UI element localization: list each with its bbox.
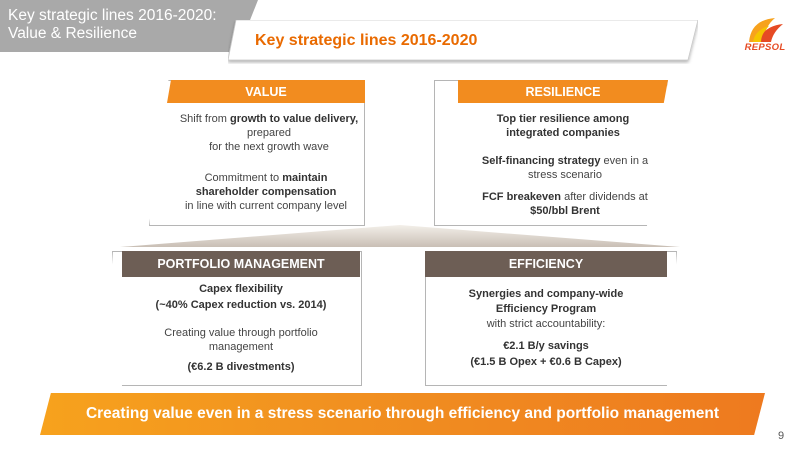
efficiency-line-5: (€1.5 B Opex + €0.6 B Capex) <box>470 356 622 368</box>
banner-title: Key strategic lines 2016-2020 <box>255 32 478 49</box>
resilience-header: RESILIENCE <box>458 80 668 103</box>
resilience-text-2: Self-financing strategy even in a stress… <box>481 155 649 181</box>
pivot-shape <box>120 225 680 247</box>
logo-wordmark: REPSOL <box>744 42 786 53</box>
portfolio-line-4: management <box>208 341 274 353</box>
portfolio-line-5: (€6.2 B divestments) <box>187 361 295 373</box>
conclusion-banner: Creating value even in a stress scenario… <box>40 393 765 435</box>
efficiency-line-4: €2.1 B/y savings <box>503 340 589 352</box>
repsol-logo-icon <box>735 12 795 58</box>
value-header: VALUE <box>167 80 365 103</box>
portfolio-header: PORTFOLIO MANAGEMENT <box>122 251 360 277</box>
efficiency-header: EFFICIENCY <box>425 251 667 277</box>
value-text-1: Shift from growth to value delivery, pre… <box>179 113 359 153</box>
portfolio-line-2: (~40% Capex reduction vs. 2014) <box>155 299 327 311</box>
title-banner-shape <box>227 19 699 61</box>
efficiency-line-3: with strict accountability: <box>486 318 606 330</box>
resilience-text-1: Top tier resilience among integrated com… <box>496 113 630 139</box>
efficiency-line-2: Efficiency Program <box>495 303 597 315</box>
slide-header-bar: Key strategic lines 2016-2020: Value & R… <box>0 0 258 52</box>
portfolio-line-3: Creating value through portfolio <box>164 327 318 339</box>
efficiency-line-1: Synergies and company-wide <box>468 288 624 300</box>
slide-title-line2: Value & Resilience <box>8 25 137 42</box>
slide-title-line1: Key strategic lines 2016-2020: <box>8 7 217 24</box>
resilience-text-3: FCF breakeven after dividends at $50/bbl… <box>482 191 648 217</box>
value-text-2: Commitment to maintain shareholder compe… <box>184 172 348 212</box>
portfolio-line-1: Capex flexibility <box>199 283 283 295</box>
resilience-box <box>434 80 668 226</box>
page-number: 9 <box>778 430 785 442</box>
value-box <box>149 80 365 226</box>
